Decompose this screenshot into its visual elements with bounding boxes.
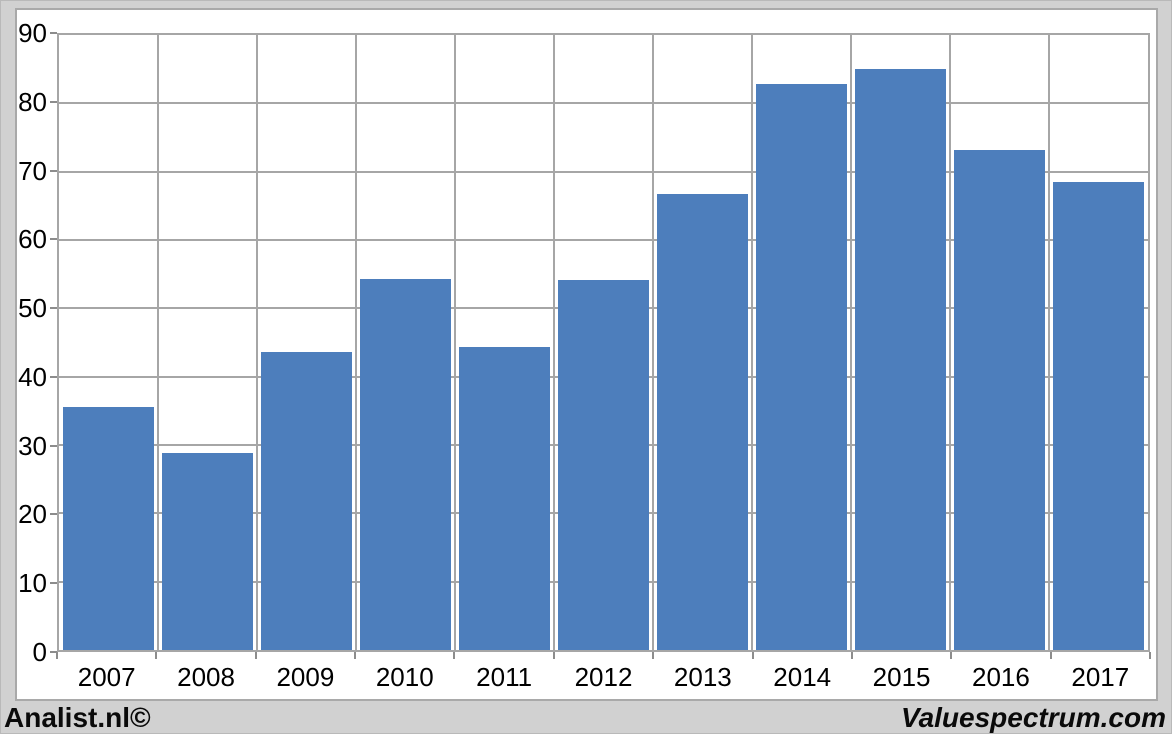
bar-2007 [62,406,155,650]
bar-slot-2017 [1049,35,1148,650]
y-tick-label-20: 20 [18,499,47,530]
y-tick-label-60: 60 [18,224,47,255]
bar-slot-2014 [752,35,851,650]
y-axis-tick [50,307,57,310]
vertical-gridline [256,35,258,650]
bar-2008 [161,453,254,650]
bar-slot-2015 [851,35,950,650]
brand-analist-watermark: Analist.nl© [4,702,151,733]
x-tick-label-2016: 2016 [972,662,1030,692]
x-tick-label-2009: 2009 [276,662,335,692]
x-axis-tick [950,652,953,659]
y-axis-tick [50,651,57,653]
x-axis-tick [155,652,158,659]
vertical-gridline [652,35,654,650]
bar-2015 [854,69,947,650]
y-axis-tick [50,375,57,378]
x-axis-tick [56,652,58,659]
horizontal-gridline [59,102,1148,105]
x-axis-tick [652,652,655,659]
y-axis-tick [50,238,57,241]
y-tick-label-80: 80 [18,86,47,117]
bar-slot-2009 [257,35,356,650]
bar-2009 [260,352,353,650]
y-tick-label-50: 50 [18,293,47,324]
bar-2016 [953,150,1046,650]
x-tick-label-2013: 2013 [673,662,732,692]
x-tick-label-2008: 2008 [177,662,235,692]
vertical-gridline [751,35,753,650]
x-axis-tick [552,652,555,659]
x-axis-tick [1149,652,1151,659]
x-tick-label-2007: 2007 [77,662,136,692]
bar-slot-2011 [455,35,554,650]
y-axis-tick [50,169,57,172]
y-tick-label-40: 40 [18,361,47,392]
bar-slot-2010 [356,35,455,650]
y-axis-tick [50,582,57,585]
bar-slot-2012 [554,35,653,650]
x-axis-tick [1049,652,1052,659]
bar-2011 [458,346,551,650]
bar-series-layer [59,35,1148,650]
x-axis-tick [254,652,257,659]
vertical-gridline [157,35,159,650]
x-tick-label-2011: 2011 [476,662,533,692]
vertical-gridline [553,35,555,650]
y-tick-label-30: 30 [18,430,47,461]
bar-2014 [755,84,848,650]
bar-slot-2013 [653,35,752,650]
bar-2010 [359,278,452,650]
y-axis-tick [50,32,57,34]
brand-valuespectrum-watermark: Valuespectrum.com [900,702,1166,733]
vertical-gridline [355,35,357,650]
y-tick-label-70: 70 [18,155,47,186]
vertical-gridline [949,35,951,650]
x-tick-label-2012: 2012 [574,662,633,692]
x-axis-tick [850,652,853,659]
bar-slot-2016 [950,35,1049,650]
x-tick-label-2015: 2015 [872,662,931,692]
vertical-gridline [850,35,852,650]
y-axis-tick [50,100,57,103]
vertical-gridline [1048,35,1050,650]
x-axis-tick [453,652,456,659]
horizontal-gridline [59,170,1148,173]
x-tick-label-2014: 2014 [773,662,832,692]
horizontal-gridline [59,238,1148,241]
y-axis-tick [50,444,57,447]
y-tick-label-90: 90 [18,18,47,48]
x-axis-tick [354,652,357,659]
x-tick-label-2010: 2010 [375,662,434,692]
bar-2012 [557,280,650,650]
x-axis-tick [751,652,754,659]
vertical-gridline [454,35,456,650]
y-axis-tick [50,513,57,516]
bar-2017 [1052,181,1145,650]
plot-area [57,33,1150,652]
chart-panel: 0 10 20 30 40 50 60 70 80 90 2007 2008 2009 2010 2011… [15,8,1158,701]
bar-slot-2007 [59,35,158,650]
y-tick-label-0: 0 [32,637,47,667]
bar-slot-2008 [158,35,257,650]
y-tick-label-10: 10 [18,568,47,599]
bar-2013 [656,194,749,650]
x-tick-label-2017: 2017 [1071,662,1130,692]
